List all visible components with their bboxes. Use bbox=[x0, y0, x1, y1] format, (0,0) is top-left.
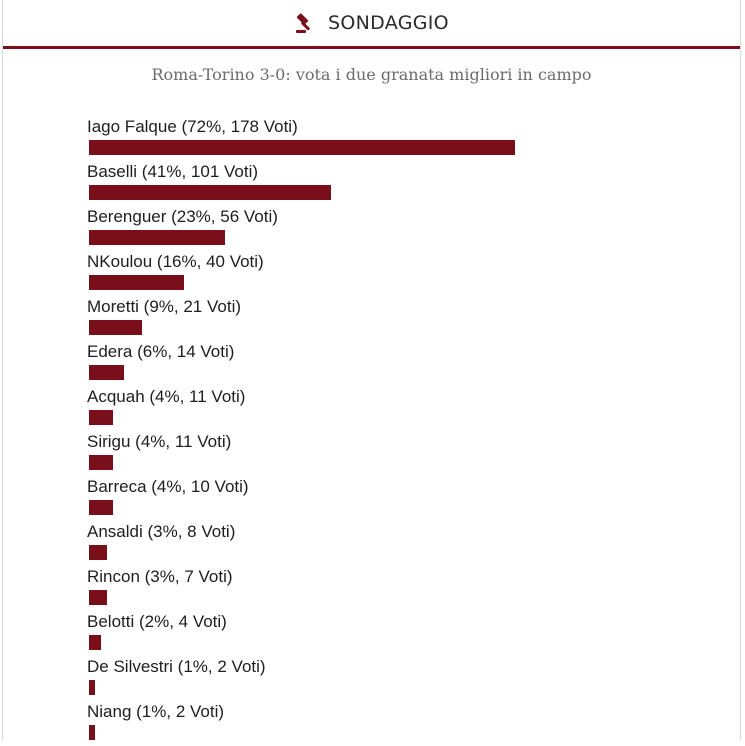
poll-answer-label: Sirigu (4%, 11 Voti) bbox=[87, 432, 232, 451]
poll-answer-bar bbox=[89, 545, 107, 560]
poll-answer: Moretti (9%, 21 Voti) bbox=[87, 296, 687, 341]
poll-answer-bar bbox=[89, 185, 331, 200]
poll-answer-label: Edera (6%, 14 Voti) bbox=[87, 342, 235, 361]
poll-answer: Belotti (2%, 4 Voti) bbox=[87, 611, 687, 656]
poll-answer-label: Iago Falque (72%, 178 Voti) bbox=[87, 117, 298, 136]
poll-answer-bar bbox=[89, 320, 142, 335]
poll-answer-bar bbox=[89, 635, 101, 650]
poll-answer: Rincon (3%, 7 Voti) bbox=[87, 566, 687, 611]
poll-answer-bar bbox=[89, 230, 225, 245]
poll-answer: Acquah (4%, 11 Voti) bbox=[87, 386, 687, 431]
poll-answer-bar bbox=[89, 410, 113, 425]
poll-answer-label: Moretti (9%, 21 Voti) bbox=[87, 297, 242, 316]
poll-answer: Iago Falque (72%, 178 Voti) bbox=[87, 116, 687, 161]
poll-header: SONDAGGIO bbox=[3, 0, 740, 49]
poll-answer: Niang (1%, 2 Voti) bbox=[87, 701, 687, 746]
poll-answer-bar bbox=[89, 500, 113, 515]
poll-answer: Edera (6%, 14 Voti) bbox=[87, 341, 687, 386]
poll-answer: NKoulou (16%, 40 Voti) bbox=[87, 251, 687, 296]
poll-answer: Berenguer (23%, 56 Voti) bbox=[87, 206, 687, 251]
poll-answer: De Silvestri (1%, 2 Voti) bbox=[87, 656, 687, 701]
poll-answer-label: Baselli (41%, 101 Voti) bbox=[87, 162, 259, 181]
poll-answers: Iago Falque (72%, 178 Voti) Baselli (41%,… bbox=[87, 116, 687, 746]
poll-answer-label: Belotti (2%, 4 Voti) bbox=[87, 612, 227, 631]
poll-answer-bar bbox=[89, 725, 95, 740]
poll-answer-bar bbox=[89, 365, 124, 380]
poll-answer: Ansaldi (3%, 8 Voti) bbox=[87, 521, 687, 566]
poll-question: Roma-Torino 3-0: vota i due granata migl… bbox=[151, 65, 592, 84]
poll-answer: Barreca (4%, 10 Voti) bbox=[87, 476, 687, 521]
poll-answer-label: Berenguer (23%, 56 Voti) bbox=[87, 207, 278, 226]
poll-title: SONDAGGIO bbox=[328, 12, 449, 34]
poll-answer-label: Acquah (4%, 11 Voti) bbox=[87, 387, 246, 406]
poll-answer-bar bbox=[89, 275, 184, 290]
poll-answer-bar bbox=[89, 590, 107, 605]
poll-answer-bar bbox=[89, 680, 95, 695]
poll-answer: Baselli (41%, 101 Voti) bbox=[87, 161, 687, 206]
poll-answer-label: Ansaldi (3%, 8 Voti) bbox=[87, 522, 236, 541]
gavel-icon bbox=[294, 12, 316, 34]
poll-answer-label: Barreca (4%, 10 Voti) bbox=[87, 477, 249, 496]
poll-answer-label: Rincon (3%, 7 Voti) bbox=[87, 567, 233, 586]
poll-answer-label: Niang (1%, 2 Voti) bbox=[87, 702, 225, 721]
poll-answer-label: De Silvestri (1%, 2 Voti) bbox=[87, 657, 266, 676]
poll-answer-label: NKoulou (16%, 40 Voti) bbox=[87, 252, 264, 271]
poll-answer-bar bbox=[89, 140, 515, 155]
poll-answer: Sirigu (4%, 11 Voti) bbox=[87, 431, 687, 476]
poll-answer-bar bbox=[89, 455, 113, 470]
